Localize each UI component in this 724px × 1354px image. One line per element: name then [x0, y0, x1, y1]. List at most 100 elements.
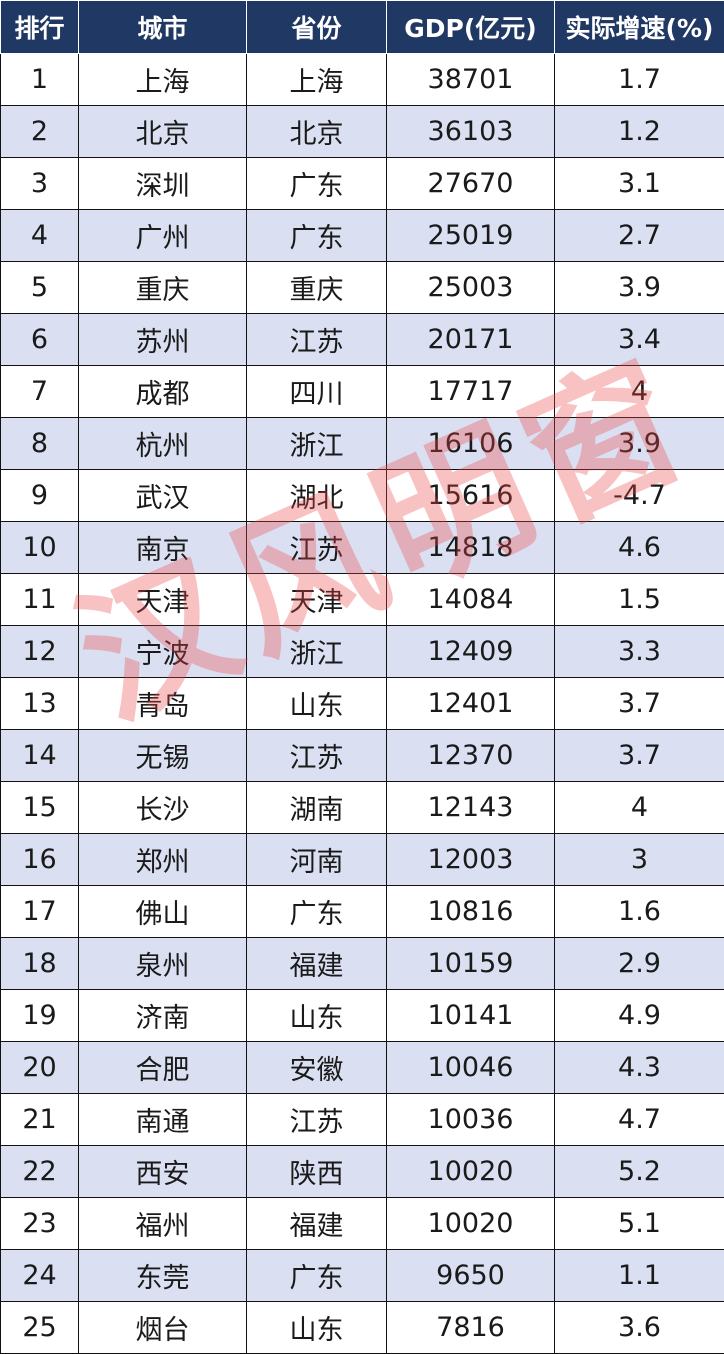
table-row: 20 合肥 安徽 10046 4.3 [0, 1041, 724, 1094]
cell-province: 河南 [246, 833, 387, 886]
cell-province: 山东 [246, 989, 387, 1042]
cell-city: 深圳 [78, 157, 247, 210]
cell-gdp: 12003 [386, 833, 555, 886]
cell-province: 浙江 [246, 417, 387, 470]
cell-gdp: 25019 [386, 209, 555, 262]
cell-gdp: 15616 [386, 469, 555, 522]
cell-gdp: 14084 [386, 573, 555, 626]
cell-province: 山东 [246, 1301, 387, 1354]
table-row: 23 福州 福建 10020 5.1 [0, 1197, 724, 1250]
cell-gdp: 14818 [386, 521, 555, 574]
cell-city: 长沙 [78, 781, 247, 834]
cell-province: 湖南 [246, 781, 387, 834]
cell-rank: 17 [0, 885, 79, 938]
cell-city: 南通 [78, 1093, 247, 1146]
cell-gdp: 10816 [386, 885, 555, 938]
cell-province: 四川 [246, 365, 387, 418]
table-row: 18 泉州 福建 10159 2.9 [0, 937, 724, 990]
table-row: 8 杭州 浙江 16106 3.9 [0, 417, 724, 470]
table-row: 1 上海 上海 38701 1.7 [0, 53, 724, 106]
cell-city: 青岛 [78, 677, 247, 730]
cell-rank: 3 [0, 157, 79, 210]
cell-province: 陕西 [246, 1145, 387, 1198]
cell-gdp: 10020 [386, 1197, 555, 1250]
cell-province: 山东 [246, 677, 387, 730]
cell-province: 江苏 [246, 313, 387, 366]
cell-city: 泉州 [78, 937, 247, 990]
cell-city: 济南 [78, 989, 247, 1042]
cell-gdp: 12409 [386, 625, 555, 678]
cell-rank: 23 [0, 1197, 79, 1250]
cell-growth: 3.3 [554, 625, 724, 678]
cell-rank: 13 [0, 677, 79, 730]
cell-province: 广东 [246, 1249, 387, 1302]
cell-growth: 1.7 [554, 53, 724, 106]
cell-gdp: 10159 [386, 937, 555, 990]
cell-gdp: 36103 [386, 105, 555, 158]
cell-gdp: 27670 [386, 157, 555, 210]
cell-province: 江苏 [246, 729, 387, 782]
cell-growth: 2.7 [554, 209, 724, 262]
cell-growth: 4 [554, 781, 724, 834]
table-row: 7 成都 四川 17717 4 [0, 365, 724, 418]
header-province: 省份 [246, 0, 387, 54]
table-row: 16 郑州 河南 12003 3 [0, 833, 724, 886]
cell-growth: 1.1 [554, 1249, 724, 1302]
table-row: 17 佛山 广东 10816 1.6 [0, 885, 724, 938]
cell-city: 杭州 [78, 417, 247, 470]
cell-city: 东莞 [78, 1249, 247, 1302]
cell-province: 广东 [246, 209, 387, 262]
cell-rank: 6 [0, 313, 79, 366]
cell-gdp: 10046 [386, 1041, 555, 1094]
cell-city: 成都 [78, 365, 247, 418]
cell-city: 上海 [78, 53, 247, 106]
cell-growth: 4.6 [554, 521, 724, 574]
cell-city: 烟台 [78, 1301, 247, 1354]
cell-growth: 4 [554, 365, 724, 418]
cell-growth: 4.3 [554, 1041, 724, 1094]
table-row: 10 南京 江苏 14818 4.6 [0, 521, 724, 574]
cell-province: 重庆 [246, 261, 387, 314]
header-rank: 排行 [0, 0, 79, 54]
cell-province: 福建 [246, 1197, 387, 1250]
table-row: 13 青岛 山东 12401 3.7 [0, 677, 724, 730]
cell-rank: 10 [0, 521, 79, 574]
cell-city: 无锡 [78, 729, 247, 782]
header-city: 城市 [78, 0, 247, 54]
table-row: 4 广州 广东 25019 2.7 [0, 209, 724, 262]
cell-gdp: 12143 [386, 781, 555, 834]
cell-province: 北京 [246, 105, 387, 158]
cell-gdp: 9650 [386, 1249, 555, 1302]
cell-growth: 1.5 [554, 573, 724, 626]
cell-city: 广州 [78, 209, 247, 262]
cell-rank: 11 [0, 573, 79, 626]
cell-rank: 14 [0, 729, 79, 782]
cell-gdp: 10141 [386, 989, 555, 1042]
cell-growth: 4.9 [554, 989, 724, 1042]
cell-growth: 3.4 [554, 313, 724, 366]
cell-province: 江苏 [246, 1093, 387, 1146]
cell-growth: 3.1 [554, 157, 724, 210]
cell-rank: 9 [0, 469, 79, 522]
cell-gdp: 20171 [386, 313, 555, 366]
cell-rank: 7 [0, 365, 79, 418]
cell-rank: 5 [0, 261, 79, 314]
cell-gdp: 16106 [386, 417, 555, 470]
cell-rank: 25 [0, 1301, 79, 1354]
cell-rank: 20 [0, 1041, 79, 1094]
cell-province: 上海 [246, 53, 387, 106]
table-row: 21 南通 江苏 10036 4.7 [0, 1093, 724, 1146]
table-header: 排行 城市 省份 GDP(亿元) 实际增速(%) [0, 0, 724, 54]
cell-city: 宁波 [78, 625, 247, 678]
cell-city: 天津 [78, 573, 247, 626]
cell-city: 重庆 [78, 261, 247, 314]
table-row: 3 深圳 广东 27670 3.1 [0, 157, 724, 210]
table-row: 12 宁波 浙江 12409 3.3 [0, 625, 724, 678]
cell-growth: 2.9 [554, 937, 724, 990]
header-growth: 实际增速(%) [554, 0, 724, 54]
table-row: 15 长沙 湖南 12143 4 [0, 781, 724, 834]
cell-rank: 19 [0, 989, 79, 1042]
cell-city: 福州 [78, 1197, 247, 1250]
cell-city: 西安 [78, 1145, 247, 1198]
table-row: 25 烟台 山东 7816 3.6 [0, 1301, 724, 1354]
